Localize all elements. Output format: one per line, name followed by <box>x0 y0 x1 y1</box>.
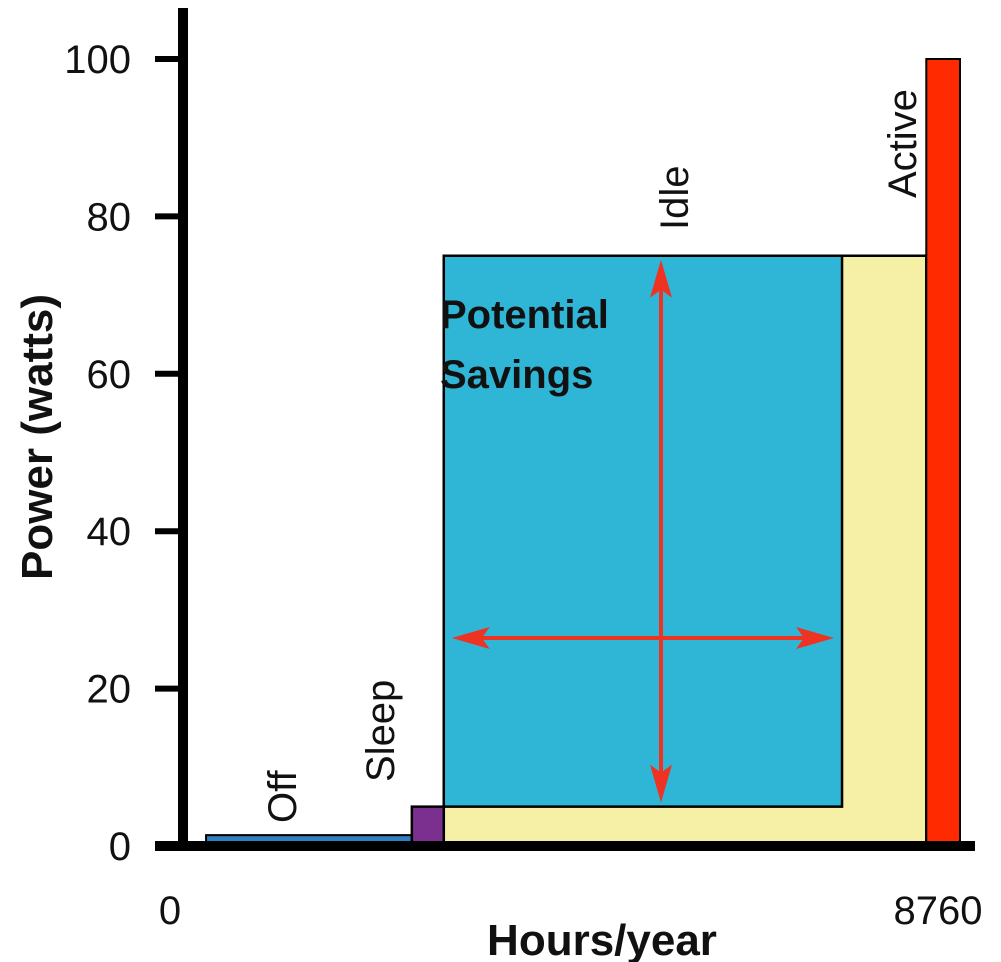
horizontal-arrow-head-left <box>451 627 490 649</box>
y-tick-label-0: 0 <box>109 825 131 869</box>
state-label-off: Off <box>261 769 305 823</box>
axes-layer <box>155 8 975 851</box>
vertical-arrow-head-down <box>650 764 672 803</box>
text-layer: Power (watts) Hours/year 0 8760 Potentia… <box>13 89 982 962</box>
state-label-idle: Idle <box>653 166 697 231</box>
y-tick-label-40: 40 <box>87 510 132 554</box>
state-label-sleep: Sleep <box>359 680 403 782</box>
y-ticks-layer: 0 20 40 60 80 100 <box>64 38 183 869</box>
y-tick-label-80: 80 <box>87 195 132 239</box>
arrows-layer <box>451 259 835 803</box>
x-tick-label-end: 8760 <box>894 889 983 933</box>
horizontal-arrow-head-right <box>796 627 835 649</box>
state-bar-sleep <box>410 805 446 848</box>
savings-label-line2: Savings <box>440 353 593 397</box>
vertical-arrow-head-up <box>650 259 672 298</box>
y-tick-label-100: 100 <box>64 38 131 82</box>
savings-label-line1: Potential <box>440 293 609 337</box>
y-tick-label-60: 60 <box>87 353 132 397</box>
state-label-active: Active <box>881 89 925 198</box>
state-bar-active <box>925 58 961 847</box>
savings-region <box>442 254 844 808</box>
fills-layer <box>205 58 961 848</box>
y-axis-title: Power (watts) <box>13 294 62 580</box>
x-axis-title: Hours/year <box>487 916 717 962</box>
x-tick-label-start: 0 <box>159 889 181 933</box>
y-tick-label-20: 20 <box>87 668 132 712</box>
